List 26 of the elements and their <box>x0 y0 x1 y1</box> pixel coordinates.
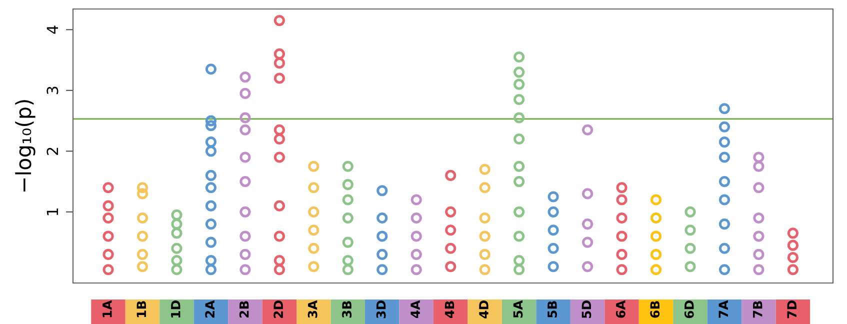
x-tick-label: 5A <box>513 300 523 318</box>
x-tick-label: 4A <box>410 300 420 318</box>
y-tick-label: 1 <box>46 208 58 216</box>
y-tick-label: 4 <box>46 26 58 34</box>
x-tick-label: 4D <box>479 300 488 318</box>
x-tick-label: 5B <box>548 301 557 318</box>
x-tick-label: 2B <box>239 301 249 318</box>
x-tick-label: 3B <box>342 301 352 318</box>
x-tick-label: 7D <box>787 300 796 318</box>
x-tick-label: 6A <box>616 300 626 318</box>
x-tick-label: 7B <box>753 301 762 318</box>
x-tick-label: 1A <box>102 300 112 318</box>
x-tick-label: 6B <box>650 301 660 318</box>
x-tick-label: 3D <box>376 300 386 318</box>
x-tick-label: 3A <box>308 300 318 318</box>
y-tick-label: 3 <box>46 86 58 94</box>
x-tick-label: 1D <box>171 300 180 318</box>
y-tick-label: 2 <box>46 148 58 155</box>
x-tick-label: 4B <box>444 301 454 318</box>
x-tick-label: 6D <box>684 300 694 318</box>
x-tick-label: 5D <box>582 300 592 318</box>
x-tick-label: 2D <box>274 300 283 318</box>
y-axis-title: −log₁₀(p) <box>15 100 36 192</box>
x-tick-label: 2A <box>205 300 214 318</box>
x-tick-label: 1B <box>136 301 146 318</box>
x-tick-label: 7A <box>718 300 728 318</box>
